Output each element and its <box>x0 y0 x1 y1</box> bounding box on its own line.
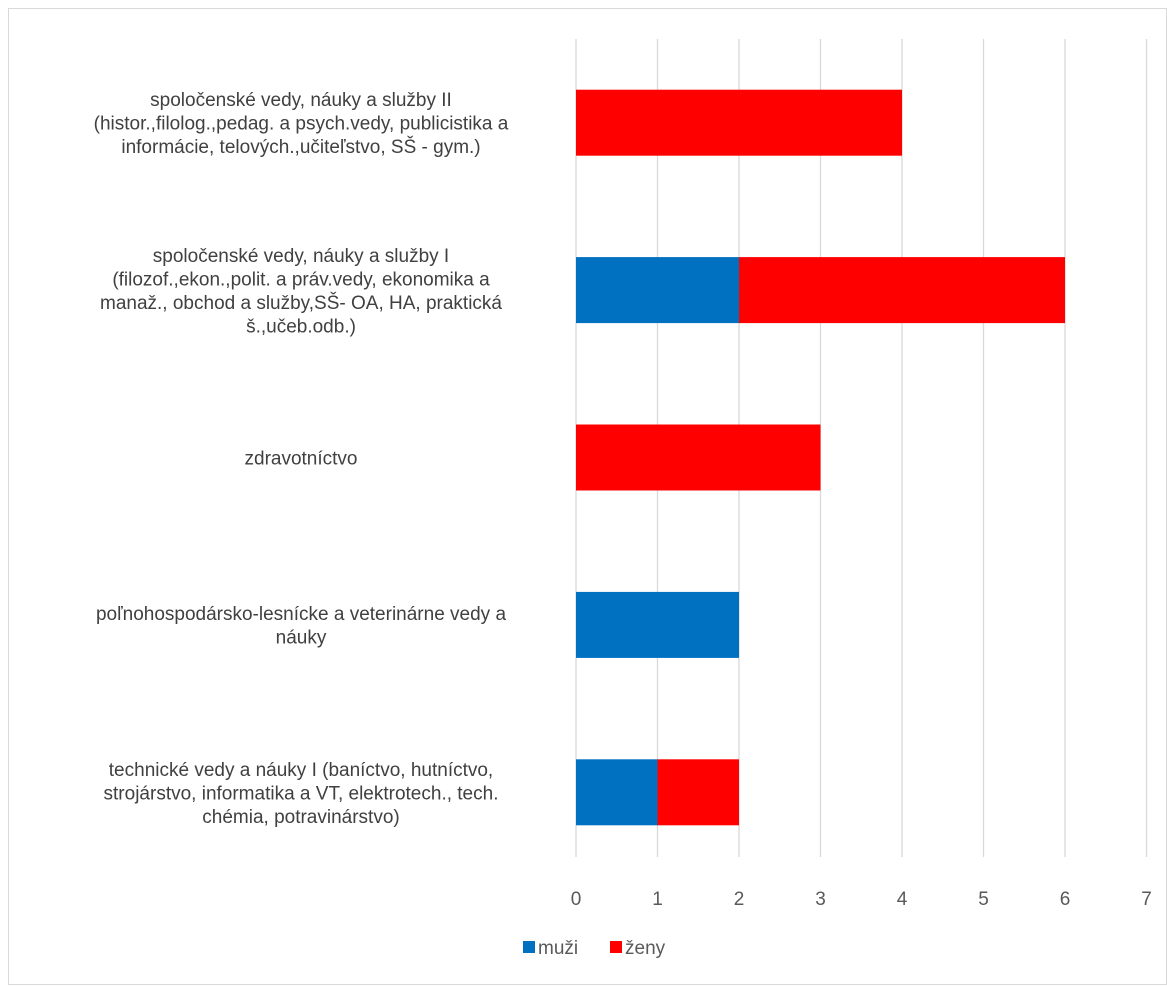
stacked-bar-chart: spoločenské vedy, náuky a služby II (hist… <box>94 39 1152 959</box>
category-label: manaž., obchod a služby,SŠ- OA, HA, prak… <box>100 292 502 314</box>
x-tick-label: 0 <box>571 889 582 910</box>
x-tick-label: 4 <box>897 889 908 910</box>
legend-label: muži <box>538 938 578 959</box>
category-label: š.,učeb.odb.) <box>246 316 356 337</box>
category-label: informácie, telových.,učiteľstvo, SŠ - g… <box>121 136 480 158</box>
x-tick-label: 1 <box>652 889 663 910</box>
bar-muzi <box>576 591 739 658</box>
bar-zeny <box>576 89 902 156</box>
category-label: strojárstvo, informatika a VT, elektrote… <box>104 783 499 804</box>
category-labels: spoločenské vedy, náuky a služby II (hist… <box>94 90 509 828</box>
bar-zeny <box>657 759 739 826</box>
bar-zeny <box>739 257 1065 324</box>
x-tick-labels: 0 1 2 3 4 5 6 7 <box>571 889 1152 910</box>
legend-label: ženy <box>625 938 666 959</box>
legend: muži ženy <box>523 938 666 959</box>
category-label: chémia, potravinárstvo) <box>202 807 399 828</box>
chart-frame: spoločenské vedy, náuky a služby II (hist… <box>8 8 1167 985</box>
x-tick-label: 2 <box>734 889 745 910</box>
category-label: zdravotníctvo <box>245 449 358 470</box>
legend-swatch <box>610 941 622 953</box>
x-tick-label: 3 <box>815 889 826 910</box>
category-label: (filozof.,ekon.,polit. a práv.vedy, ekon… <box>112 269 490 290</box>
bar-zeny <box>576 424 821 491</box>
bars <box>576 89 1065 826</box>
category-label: náuky <box>276 628 327 649</box>
category-label: (histor.,filolog.,pedag. a psych.vedy, p… <box>94 114 509 135</box>
category-label: spoločenské vedy, náuky a služby I <box>153 246 449 267</box>
bar-muzi <box>576 759 658 826</box>
legend-swatch <box>523 941 535 953</box>
x-tick-label: 6 <box>1060 889 1071 910</box>
category-label: poľnohospodársko-lesnícke a veterinárne … <box>96 604 507 625</box>
bar-muzi <box>576 257 739 324</box>
x-tick-label: 5 <box>978 889 989 910</box>
category-label: spoločenské vedy, náuky a služby II <box>150 90 452 111</box>
x-tick-label: 7 <box>1141 889 1152 910</box>
category-label: technické vedy a náuky I (baníctvo, hutn… <box>109 760 493 781</box>
